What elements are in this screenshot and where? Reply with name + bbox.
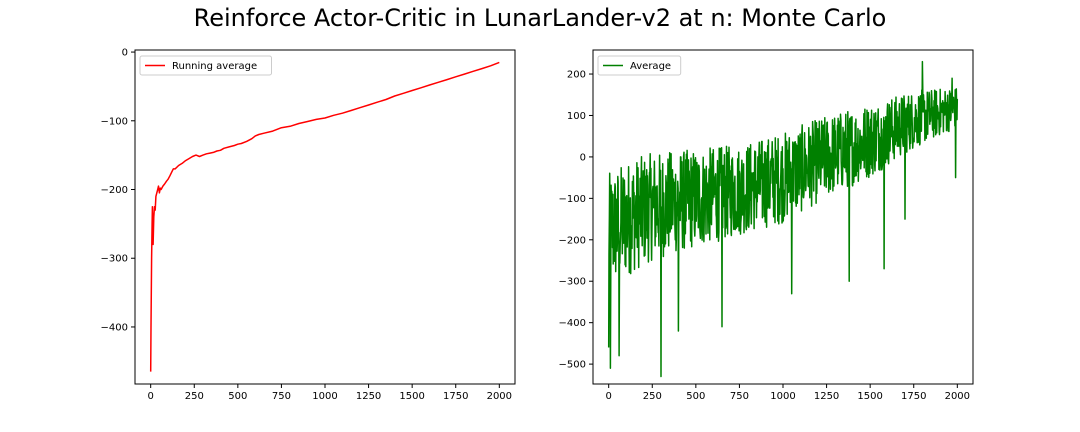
x-tick-label: 750 xyxy=(730,391,749,402)
axes-frame xyxy=(134,49,516,385)
x-tick-label: 1500 xyxy=(399,391,424,402)
x-tick-label: 250 xyxy=(643,391,662,402)
x-tick-label: 250 xyxy=(185,391,204,402)
x-tick-label: 2000 xyxy=(487,391,512,402)
y-tick-label: 200 xyxy=(567,70,586,81)
y-tick-label: −400 xyxy=(559,318,586,329)
x-tick-label: 1750 xyxy=(443,391,468,402)
y-tick-label: −100 xyxy=(559,194,586,205)
right-chart-panel: 0 250 500 750 1000 1250 1500 1750 20002001000−10… xyxy=(559,49,974,402)
figure-title: Reinforce Actor-Critic in LunarLander-v2… xyxy=(193,4,887,32)
x-tick-label: 1250 xyxy=(356,391,381,402)
x-tick-label: 0 xyxy=(148,391,154,402)
series-line-running-average xyxy=(149,61,500,372)
x-tick-label: 500 xyxy=(686,391,705,402)
legend-box xyxy=(139,55,272,76)
legend-label: Average xyxy=(630,61,671,72)
y-tick-label: 100 xyxy=(567,111,586,122)
y-tick-label: 0 xyxy=(122,48,128,59)
x-tick-label: 500 xyxy=(228,391,247,402)
legend-label: Running average xyxy=(172,61,257,72)
legend-box xyxy=(597,55,682,76)
y-tick-label: −300 xyxy=(101,254,128,265)
x-tick-label: 1000 xyxy=(770,391,795,402)
y-tick-label: −300 xyxy=(559,277,586,288)
y-tick-label: −200 xyxy=(101,185,128,196)
series-line-average xyxy=(607,60,959,378)
x-tick-label: 0 xyxy=(606,391,612,402)
y-tick-label: −200 xyxy=(559,235,586,246)
x-tick-label: 1750 xyxy=(901,391,926,402)
y-tick-label: 0 xyxy=(580,152,586,163)
left-chart-panel: 0 250 500 750 1000 1250 1500 1750 2000 0 −100 −200 −… xyxy=(101,48,516,402)
y-tick-label: −100 xyxy=(101,116,128,127)
y-tick-label: −400 xyxy=(101,322,128,333)
x-tick-label: 1000 xyxy=(312,391,337,402)
x-tick-label: 2000 xyxy=(945,391,970,402)
x-tick-label: 750 xyxy=(272,391,291,402)
y-tick-label: −500 xyxy=(559,360,586,371)
x-tick-label: 1250 xyxy=(814,391,839,402)
x-tick-label: 1500 xyxy=(857,391,882,402)
